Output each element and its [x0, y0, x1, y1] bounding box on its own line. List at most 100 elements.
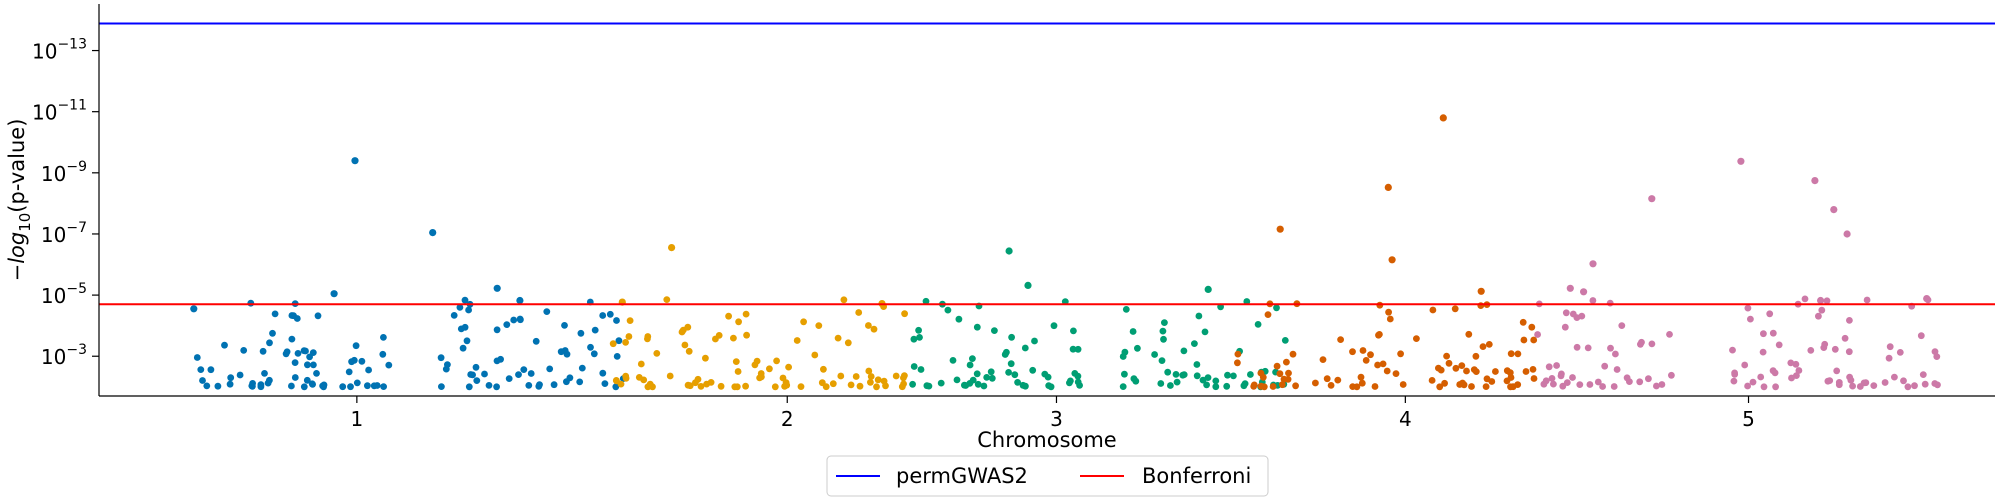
snp-point	[493, 383, 500, 391]
snp-point	[465, 383, 473, 391]
snp-point-notable	[1439, 114, 1447, 122]
snp-point	[1550, 380, 1557, 388]
snp-point	[865, 367, 873, 375]
snp-point	[1594, 378, 1602, 386]
snp-point-notable	[1477, 287, 1485, 295]
snp-point	[1482, 383, 1490, 390]
snp-point	[1529, 366, 1537, 373]
snp-point	[1636, 378, 1644, 386]
snp-point	[1001, 351, 1009, 358]
snp-point	[203, 382, 211, 390]
snp-point	[1741, 361, 1749, 369]
snp-point	[1191, 340, 1198, 347]
snp-point	[1648, 340, 1656, 348]
snp-point	[497, 355, 504, 363]
snp-point	[437, 354, 445, 362]
snp-point	[1519, 318, 1527, 326]
snp-point	[236, 371, 244, 379]
snp-point	[779, 374, 787, 382]
snp-point	[1069, 345, 1077, 353]
snp-point	[364, 382, 371, 390]
snp-point	[249, 380, 256, 387]
x-tick-label: 1	[350, 407, 363, 431]
snp-point	[1856, 383, 1864, 390]
snp-point-notable	[1005, 247, 1013, 255]
snp-point	[264, 379, 272, 387]
snp-point	[1158, 357, 1166, 364]
snp-point	[1729, 346, 1736, 354]
snp-point	[606, 310, 614, 318]
snp-point	[259, 347, 267, 355]
snp-point	[461, 323, 469, 331]
snp-point	[578, 364, 586, 372]
snp-point	[1815, 312, 1822, 320]
snp-point	[1841, 334, 1849, 342]
snp-point	[1011, 371, 1019, 379]
legend-label-bonferroni: Bonferroni	[1142, 464, 1251, 488]
snp-point	[1507, 350, 1515, 358]
snp-point	[1623, 374, 1631, 382]
snp-point	[450, 312, 458, 319]
snp-point	[966, 361, 974, 369]
snp-point	[1760, 330, 1767, 338]
snp-point	[909, 380, 916, 388]
snp-point	[532, 337, 540, 345]
snp-point	[303, 376, 311, 384]
snp-point	[615, 337, 623, 345]
snp-point-notable	[1580, 288, 1588, 296]
snp-point	[1479, 343, 1487, 350]
snp-point	[1273, 362, 1281, 370]
snp-point	[1451, 305, 1459, 313]
snp-point	[505, 375, 513, 382]
snp-point	[613, 353, 621, 360]
snp-point	[510, 316, 518, 324]
snp-point	[1749, 378, 1757, 386]
snp-point	[1613, 366, 1621, 373]
snp-point	[742, 310, 750, 318]
snp-point	[257, 383, 265, 391]
snp-point	[1589, 297, 1597, 304]
snp-point	[1119, 383, 1127, 390]
snp-point	[949, 357, 957, 364]
snp-point	[609, 340, 617, 348]
snp-point-notable	[516, 296, 524, 305]
snp-point	[1076, 382, 1083, 389]
snp-point	[829, 380, 837, 388]
snp-point	[271, 310, 279, 318]
snp-point	[1477, 302, 1485, 309]
snp-point	[543, 308, 551, 315]
snp-point	[1319, 356, 1327, 363]
snp-point	[1172, 371, 1180, 378]
snp-point	[1278, 381, 1286, 389]
snp-point	[1247, 371, 1254, 378]
snp-point	[1846, 373, 1853, 381]
snp-point	[910, 363, 918, 370]
snp-point	[991, 327, 998, 334]
snp-point	[472, 363, 480, 371]
snp-point	[702, 354, 709, 362]
snp-point	[1610, 383, 1618, 390]
snp-point	[1612, 350, 1619, 358]
snp-point	[1468, 383, 1475, 390]
snp-point	[1413, 335, 1420, 342]
snp-point-notable	[1388, 256, 1396, 264]
snp-point	[980, 382, 988, 390]
snp-point	[1530, 336, 1538, 344]
snp-point	[1397, 350, 1404, 358]
snp-point	[973, 323, 981, 331]
snp-point	[1573, 343, 1581, 351]
legend-label-permgwas2: permGWAS2	[896, 464, 1028, 488]
snp-point	[840, 296, 848, 304]
snp-point	[269, 329, 276, 337]
snp-point	[599, 369, 607, 377]
snp-point	[1159, 327, 1167, 335]
snp-point	[961, 381, 968, 389]
snp-point	[444, 361, 451, 368]
snp-point	[1399, 381, 1407, 388]
snp-point	[1917, 332, 1925, 340]
snp-point	[1744, 304, 1752, 312]
snp-point	[261, 370, 268, 377]
snp-point	[923, 382, 931, 390]
snp-point	[350, 356, 358, 364]
snp-point	[612, 377, 620, 384]
